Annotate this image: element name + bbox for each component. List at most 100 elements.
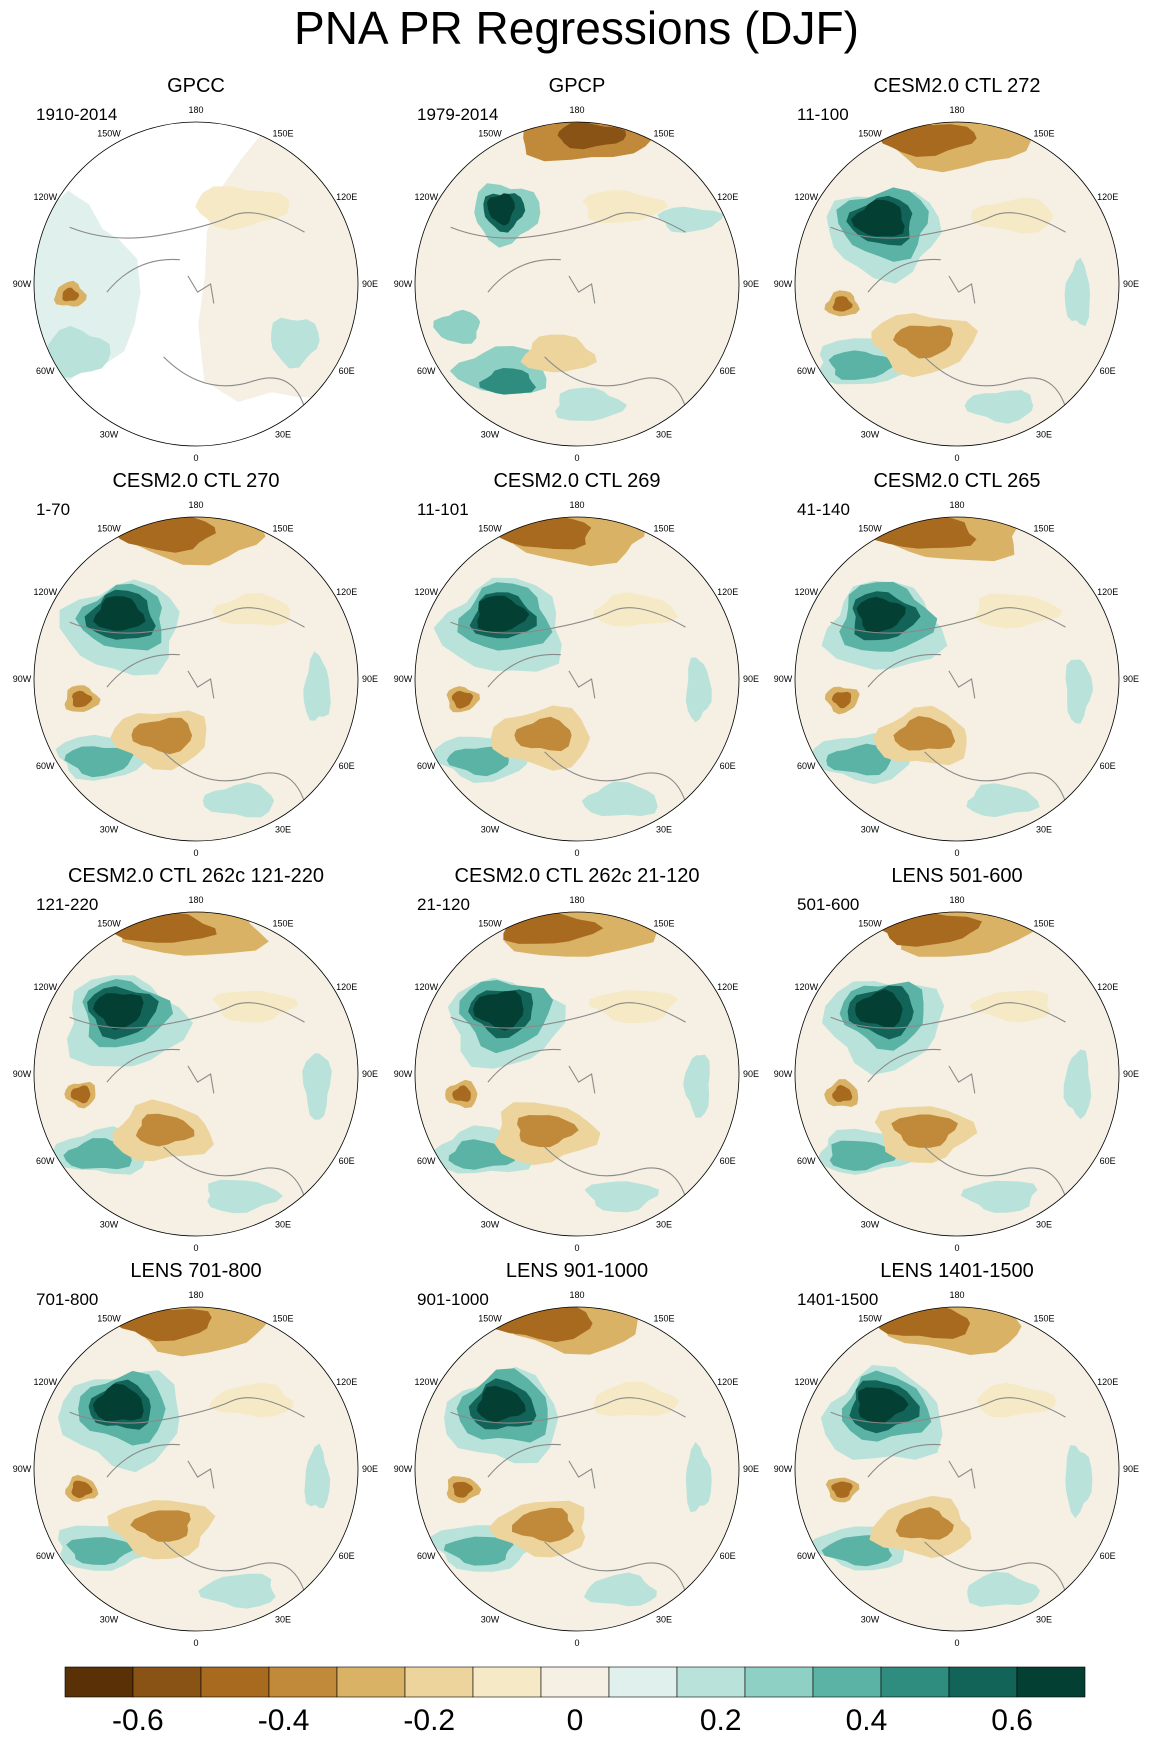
contour-region [831, 691, 852, 709]
longitude-label: 30W [481, 1220, 500, 1230]
contour-region [517, 1115, 579, 1148]
contour-region [589, 990, 679, 1024]
coastline [830, 607, 1071, 825]
longitude-label: 150E [272, 128, 293, 138]
longitude-label: 60E [1100, 761, 1116, 771]
contour-region [446, 746, 509, 777]
longitude-label: 30E [656, 1615, 672, 1625]
panel-period: 1910-2014 [36, 105, 117, 124]
contour-region [555, 387, 628, 421]
contour-region [304, 1443, 331, 1509]
contour-region [858, 1387, 909, 1424]
contour-region [968, 990, 1051, 1023]
longitude-label: 30E [1036, 430, 1052, 440]
contour-region [476, 1385, 526, 1423]
map-border [33, 121, 359, 447]
longitude-label: 30E [275, 825, 291, 835]
longitude-label: 90E [743, 279, 759, 289]
map-border [414, 1306, 740, 1632]
longitude-label: 0 [574, 848, 579, 858]
longitude-label: 30W [100, 825, 119, 835]
longitude-label: 90W [774, 1069, 793, 1079]
longitude-label: 90W [13, 279, 32, 289]
map-panel: 180 150W 120W 90W 60W 30W 0 30E 60E 90E 120E 150E CE… [774, 75, 1139, 463]
longitude-label: 120W [415, 1377, 439, 1387]
contour-region [93, 596, 146, 631]
colorbar-tick-label: 0.6 [991, 1704, 1033, 1737]
longitude-label: 0 [193, 1243, 198, 1253]
contour-region [302, 1053, 332, 1120]
contour-region [832, 296, 853, 312]
longitude-label: 30W [861, 1220, 880, 1230]
longitude-label: 150E [653, 918, 674, 928]
longitude-label: 90E [743, 1464, 759, 1474]
panel-title: CESM2.0 CTL 272 [873, 75, 1040, 97]
longitude-label: 90W [774, 279, 793, 289]
panel-period: 701-800 [36, 1290, 98, 1309]
contour-region [891, 1114, 958, 1148]
longitude-label: 30E [1036, 1220, 1052, 1230]
longitude-label: 180 [569, 500, 584, 510]
colorbar-tick-label: -0.4 [258, 1704, 310, 1737]
longitude-label: 180 [949, 105, 964, 115]
map-panel: 180 150W 120W 90W 60W 30W 0 30E 60E 90E 120E 150E GP… [13, 75, 378, 463]
longitude-label: 90E [743, 674, 759, 684]
longitude-label: 0 [193, 453, 198, 463]
contour-region [1065, 1445, 1093, 1519]
contour-region [212, 990, 299, 1023]
contour-region [208, 1382, 294, 1418]
contour-region [47, 326, 111, 378]
longitude-label: 150W [858, 523, 882, 533]
longitude-label: 30E [656, 825, 672, 835]
longitude-label: 150W [478, 523, 502, 533]
longitude-label: 120E [336, 982, 357, 992]
longitude-label: 90W [394, 279, 413, 289]
coastline [450, 607, 691, 825]
contour-region [967, 1571, 1040, 1607]
longitude-label: 30E [275, 1615, 291, 1625]
panel-period: 501-600 [797, 895, 859, 914]
longitude-label: 150W [478, 1313, 502, 1323]
contour-region [451, 690, 474, 709]
longitude-label: 120E [717, 192, 738, 202]
longitude-label: 60W [417, 1551, 436, 1561]
panel-title: CESM2.0 CTL 262c 21-120 [455, 865, 700, 887]
longitude-label: 0 [193, 848, 198, 858]
map-border [33, 516, 359, 842]
coastline [69, 212, 310, 430]
longitude-label: 150W [858, 918, 882, 928]
longitude-label: 180 [188, 105, 203, 115]
contour-region [66, 1537, 134, 1565]
longitude-label: 30E [656, 1220, 672, 1230]
map-border [33, 911, 359, 1237]
longitude-label: 60W [417, 761, 436, 771]
longitude-label: 120W [795, 982, 819, 992]
longitude-label: 150W [858, 128, 882, 138]
longitude-label: 30W [100, 430, 119, 440]
panel-period: 1-70 [36, 500, 70, 519]
longitude-label: 150E [653, 128, 674, 138]
colorbar-swatch [404, 1666, 474, 1698]
map-border [794, 516, 1120, 842]
longitude-label: 150E [653, 1313, 674, 1323]
longitude-label: 150W [97, 1313, 121, 1323]
contour-region [966, 783, 1040, 818]
map-panel: 180 150W 120W 90W 60W 30W 0 30E 60E 90E 120E 150E LE… [394, 1260, 759, 1648]
longitude-label: 60W [36, 1551, 55, 1561]
contour-region [1063, 1049, 1092, 1120]
contour-region [893, 716, 956, 751]
longitude-label: 90W [13, 1464, 32, 1474]
contour-region [831, 1481, 853, 1498]
longitude-label: 60W [36, 1156, 55, 1166]
longitude-label: 0 [954, 1243, 959, 1253]
longitude-label: 90W [774, 674, 793, 684]
colorbar-swatch [268, 1666, 338, 1698]
longitude-label: 120E [336, 192, 357, 202]
contour-region [685, 657, 712, 723]
colorbar-swatch [64, 1666, 134, 1698]
longitude-label: 30W [481, 825, 500, 835]
contour-region [135, 1113, 195, 1147]
coastline [69, 1397, 310, 1615]
coastline [830, 212, 1071, 430]
contour-region [198, 1573, 276, 1609]
